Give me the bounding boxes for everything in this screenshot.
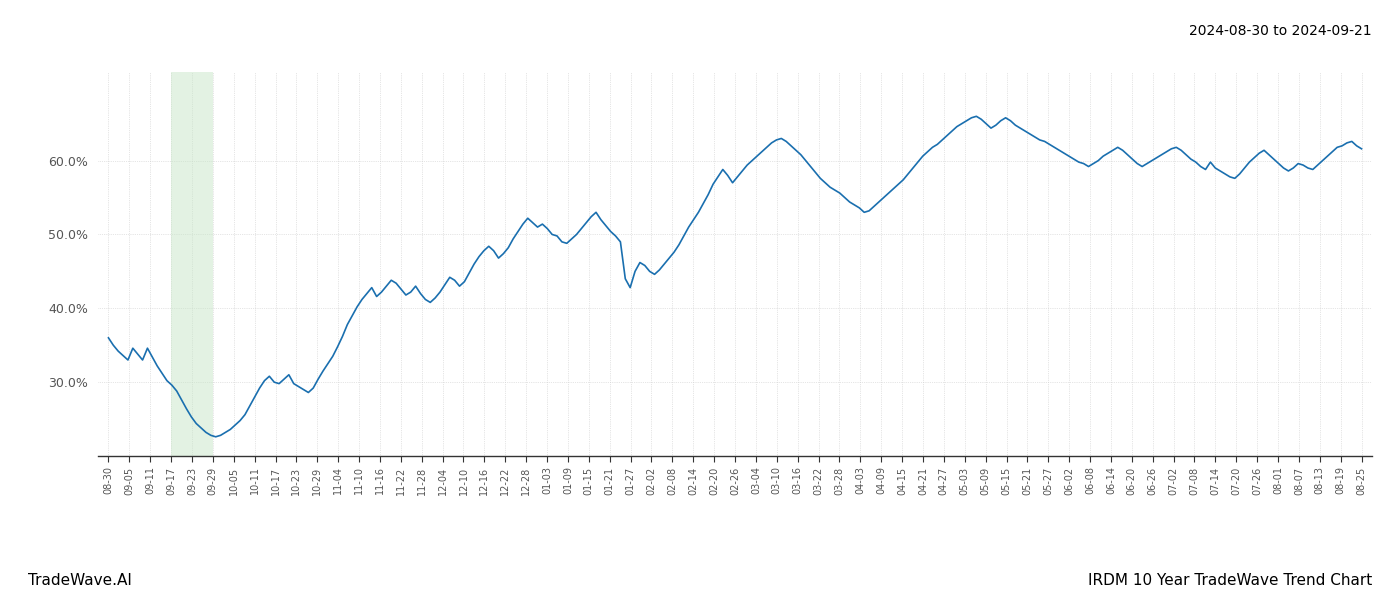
Text: TradeWave.AI: TradeWave.AI: [28, 573, 132, 588]
Bar: [171, 72, 213, 456]
Text: IRDM 10 Year TradeWave Trend Chart: IRDM 10 Year TradeWave Trend Chart: [1088, 573, 1372, 588]
Text: 2024-08-30 to 2024-09-21: 2024-08-30 to 2024-09-21: [1190, 24, 1372, 38]
